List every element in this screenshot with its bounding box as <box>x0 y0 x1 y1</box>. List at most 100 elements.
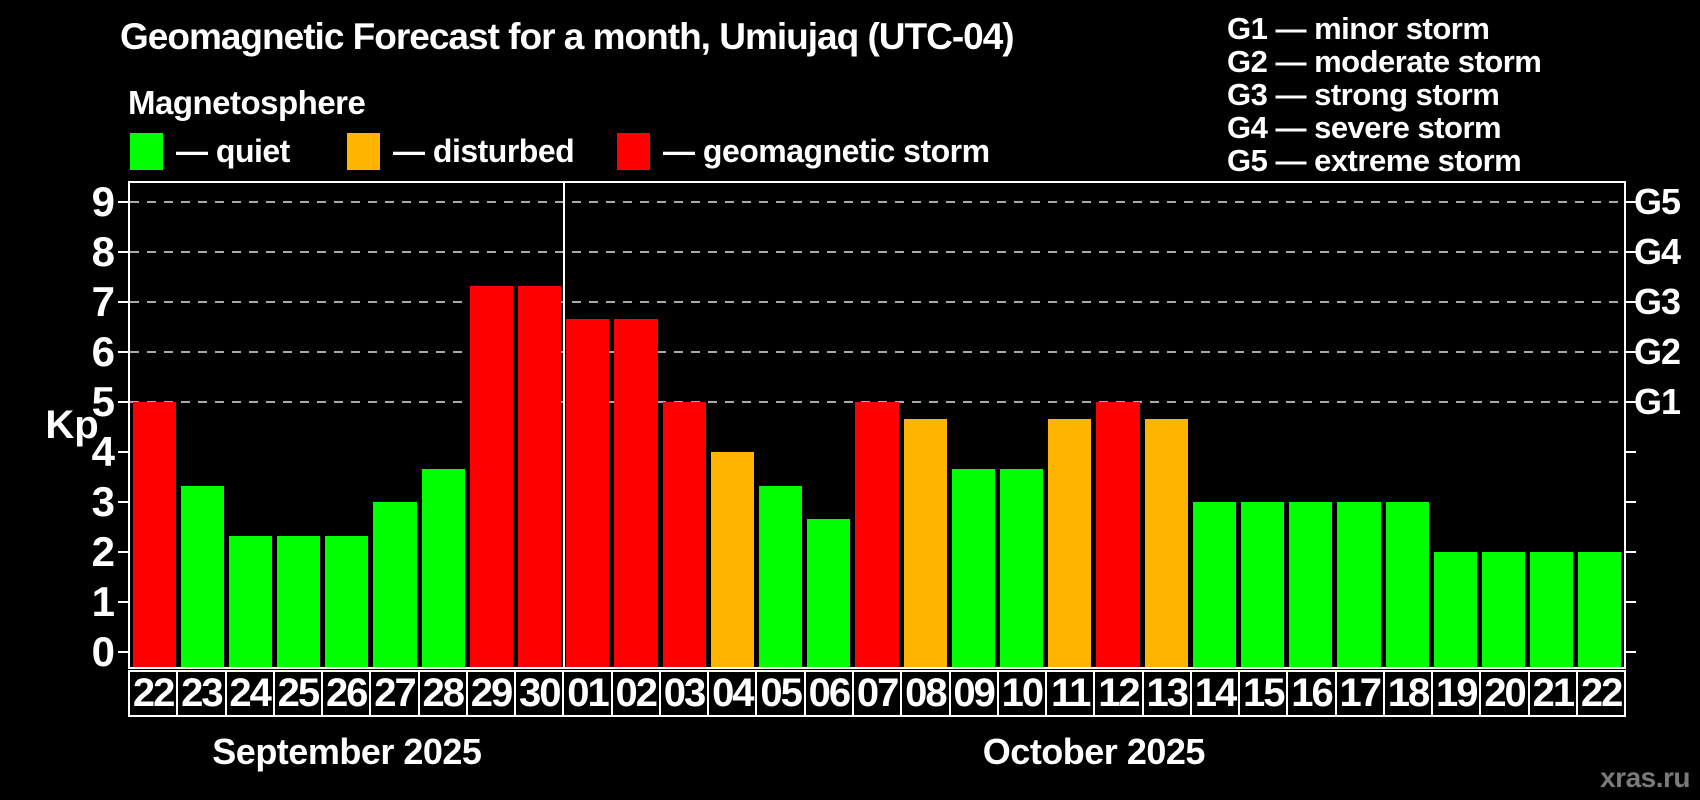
y-axis-tick-left <box>118 300 128 303</box>
y-tick-label-9: 9 <box>91 177 115 225</box>
bar-day-01 <box>566 318 610 667</box>
y-axis-tick-left <box>118 250 128 253</box>
date-cell-24: 24 <box>224 670 275 717</box>
date-cell-28: 28 <box>417 670 468 717</box>
y-axis-tick-left <box>118 650 128 653</box>
date-cell-21: 21 <box>1527 670 1578 717</box>
month-separator-line <box>562 183 565 667</box>
month-label: September 2025 <box>212 731 482 772</box>
bar-day-25 <box>277 535 321 667</box>
right-axis-label-g5: G5 <box>1634 180 1681 222</box>
bar-day-16 <box>1289 502 1333 667</box>
bar-day-26 <box>325 535 369 667</box>
date-cell-09: 09 <box>948 670 999 717</box>
month-label: October 2025 <box>982 731 1206 772</box>
grid-line-kp8 <box>130 250 1624 253</box>
bar-day-21 <box>1530 552 1574 667</box>
y-tick-label-1: 1 <box>91 577 115 625</box>
date-cell-03: 03 <box>658 670 710 717</box>
y-axis-tick-left <box>118 450 128 453</box>
y-axis-tick-right <box>1626 350 1636 353</box>
date-cell-07: 07 <box>851 670 903 717</box>
date-cell-15: 15 <box>1238 670 1289 717</box>
bar-day-30 <box>518 285 562 667</box>
date-cell-25: 25 <box>272 670 324 717</box>
y-axis-tick-left <box>118 350 128 353</box>
legend-item-quiet: — quiet <box>130 132 290 170</box>
right-axis-label-g4: G4 <box>1634 230 1681 272</box>
right-axis-label-g1: G1 <box>1634 380 1681 422</box>
bar-day-22 <box>132 402 176 667</box>
grid-line-kp9 <box>130 200 1624 203</box>
bar-day-23 <box>180 485 224 667</box>
right-axis-label-g2: G2 <box>1634 330 1681 372</box>
bar-day-02 <box>614 318 658 667</box>
bar-day-28 <box>421 468 465 667</box>
magnetosphere-label: Magnetosphere <box>128 84 366 121</box>
bar-day-05 <box>759 485 803 667</box>
bar-day-18 <box>1385 502 1429 667</box>
y-tick-label-2: 2 <box>91 527 115 575</box>
bar-day-17 <box>1337 502 1381 667</box>
date-cell-26: 26 <box>321 670 372 717</box>
y-axis-tick-right <box>1626 500 1636 503</box>
plot-area <box>128 181 1626 669</box>
storm-color-swatch <box>617 132 650 170</box>
date-cell-04: 04 <box>707 670 758 717</box>
y-axis-tick-right <box>1626 450 1636 453</box>
grid-line-kp5 <box>130 400 1624 403</box>
y-axis-tick-left <box>118 200 128 203</box>
g-scale-legend: G1 — minor storm G2 — moderate storm G3 … <box>1227 12 1542 178</box>
date-cell-08: 08 <box>900 670 951 717</box>
date-cell-18: 18 <box>1382 670 1434 717</box>
y-axis-label-kp: Kp <box>45 403 99 447</box>
bar-day-03 <box>662 402 706 667</box>
bar-day-09 <box>951 468 995 667</box>
bar-day-14 <box>1192 502 1236 667</box>
y-tick-label-8: 8 <box>91 227 115 275</box>
date-cell-05: 05 <box>755 670 806 717</box>
date-cell-16: 16 <box>1286 670 1337 717</box>
bar-day-24 <box>228 535 273 667</box>
date-cell-22: 22 <box>1575 670 1627 717</box>
date-cell-11: 11 <box>1045 670 1096 717</box>
y-axis-tick-left <box>118 600 128 603</box>
bar-day-10 <box>999 468 1044 667</box>
y-axis-tick-right <box>1626 250 1636 253</box>
y-axis-tick-left <box>118 400 128 403</box>
legend-label-disturbed: — disturbed <box>393 132 575 169</box>
date-cell-20: 20 <box>1479 670 1530 717</box>
bar-day-27 <box>373 502 417 667</box>
bar-day-08 <box>903 418 947 667</box>
bar-day-20 <box>1481 552 1526 667</box>
bar-day-04 <box>710 452 754 667</box>
date-cell-30: 30 <box>514 670 565 717</box>
grid-line-kp7 <box>130 300 1624 303</box>
date-cell-17: 17 <box>1334 670 1385 717</box>
date-cell-27: 27 <box>369 670 420 717</box>
legend-label-quiet: — quiet <box>176 132 290 169</box>
disturbed-color-swatch <box>347 132 380 170</box>
date-cell-06: 06 <box>803 670 854 717</box>
y-axis-tick-left <box>118 550 128 553</box>
grid-line-kp6 <box>130 350 1624 353</box>
date-cell-02: 02 <box>610 670 661 717</box>
date-cell-19: 19 <box>1431 670 1482 717</box>
y-tick-label-6: 6 <box>91 327 115 375</box>
y-axis-tick-left <box>118 500 128 503</box>
date-axis-row: 22 23 24 25 26 27 28 29 30 01 02 03 04 05 06 07 08 09 10 11… <box>128 670 1627 717</box>
y-tick-label-5: 5 <box>91 377 115 425</box>
bar-day-06 <box>807 518 851 667</box>
y-tick-label-7: 7 <box>91 277 115 325</box>
y-axis-tick-right <box>1626 400 1636 403</box>
g-scale-legend-line-g2: G2 — moderate storm <box>1227 44 1542 79</box>
g-scale-legend-line-g5: G5 — extreme storm <box>1227 143 1522 178</box>
g-scale-legend-line-g4: G4 — severe storm <box>1227 110 1502 145</box>
bar-day-13 <box>1144 418 1188 667</box>
bar-day-22 <box>1578 552 1622 667</box>
date-cell-22: 22 <box>128 670 179 717</box>
date-cell-01: 01 <box>562 670 613 717</box>
y-axis-tick-right <box>1626 550 1636 553</box>
right-axis-label-g3: G3 <box>1634 280 1681 322</box>
y-axis-tick-right <box>1626 300 1636 303</box>
